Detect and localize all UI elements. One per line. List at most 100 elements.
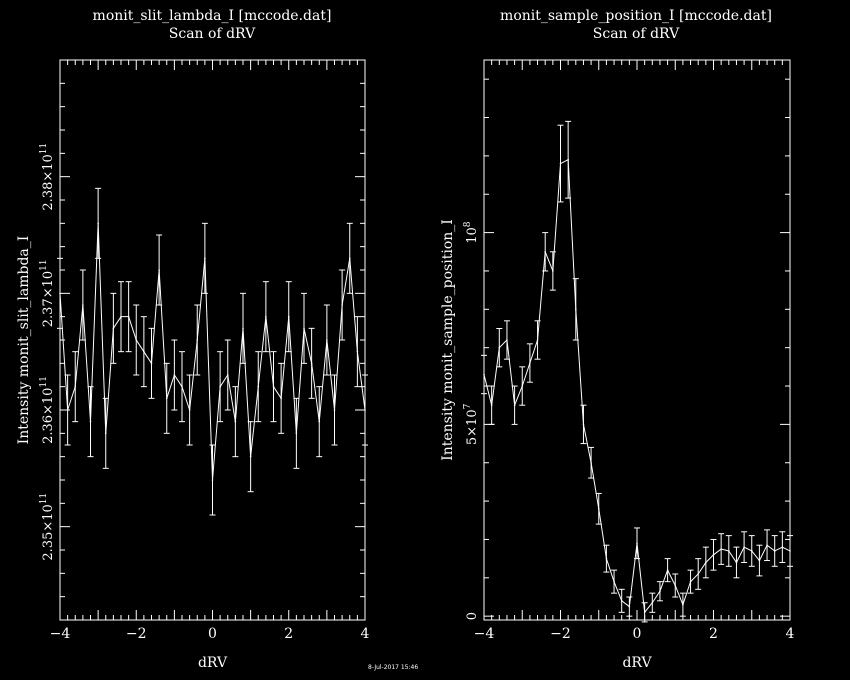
data-point	[89, 420, 92, 423]
x-tick-label: 0	[633, 626, 642, 642]
error-bar	[764, 529, 771, 562]
error-bar	[588, 446, 595, 479]
data-point	[789, 550, 791, 552]
x-tick-label: −4	[50, 626, 71, 642]
data-point	[636, 542, 638, 545]
x-tick-label: 4	[361, 626, 370, 642]
data-point	[567, 158, 569, 161]
error-bar	[503, 320, 510, 360]
data-point	[620, 600, 623, 602]
data-point	[682, 603, 684, 606]
error-bar	[339, 269, 346, 341]
error-bar	[79, 269, 86, 341]
error-bar	[346, 222, 353, 294]
data-point	[506, 339, 508, 341]
error-bar	[748, 535, 755, 567]
error-bar	[217, 351, 224, 423]
error-bar	[695, 558, 702, 590]
error-bar	[224, 339, 231, 411]
data-point	[689, 580, 692, 583]
data-point	[150, 362, 153, 365]
data-point	[544, 250, 546, 253]
error-bar	[163, 362, 170, 434]
data-point	[605, 557, 608, 560]
error-bar	[171, 339, 178, 411]
error-bar	[278, 362, 285, 434]
data-point	[735, 561, 738, 564]
y-tick-label: 2.38×1011	[39, 143, 56, 211]
chart-panel-2: monit_sample_position_I [mccode.dat] Scan…	[440, 8, 795, 671]
data-point	[310, 362, 313, 365]
error-bar	[186, 374, 193, 446]
data-point	[613, 580, 615, 583]
data-point	[333, 409, 336, 411]
error-bar	[534, 320, 541, 360]
data-point	[242, 327, 244, 330]
error-bar	[649, 592, 656, 613]
error-bar	[779, 531, 786, 563]
error-bar	[87, 386, 94, 458]
error-bar	[488, 385, 495, 425]
error-bar	[519, 366, 526, 406]
data-point	[766, 544, 768, 547]
data-point	[135, 339, 138, 341]
data-point	[651, 601, 654, 604]
error-bar	[156, 234, 163, 306]
error-bar	[255, 351, 262, 423]
error-bar	[308, 327, 315, 399]
data-point	[318, 420, 321, 423]
error-bar	[354, 316, 361, 388]
error-bar	[756, 544, 763, 577]
y-tick-label: 5×107	[463, 403, 480, 445]
data-point	[364, 409, 366, 411]
error-bar	[702, 546, 709, 579]
error-bar	[611, 569, 618, 594]
error-bar	[580, 404, 587, 445]
data-point	[272, 385, 275, 388]
error-bar	[626, 596, 633, 617]
error-bar	[656, 581, 663, 602]
data-point	[82, 304, 84, 306]
error-bar	[710, 538, 717, 571]
data-point	[265, 315, 267, 318]
data-point	[196, 339, 199, 341]
chart-subtitle: Scan of dRV	[169, 26, 256, 42]
data-point	[204, 257, 206, 260]
x-tick-label: 2	[284, 626, 293, 642]
chart-title: monit_slit_lambda_I [mccode.dat]	[93, 8, 332, 24]
data-point	[74, 385, 77, 388]
error-bar	[262, 281, 269, 353]
y-tick-label: 2.36×1011	[39, 376, 56, 444]
error-bar	[733, 546, 740, 579]
error-bar	[787, 535, 793, 567]
error-bar	[247, 421, 254, 493]
error-bar	[209, 444, 216, 516]
x-tick-label: 0	[208, 626, 217, 642]
data-point	[758, 559, 761, 562]
data-point	[287, 315, 290, 318]
data-point	[705, 561, 707, 564]
data-point	[97, 222, 99, 225]
data-point	[181, 385, 183, 388]
error-bar	[511, 385, 518, 425]
x-tick-label: −4	[474, 626, 495, 642]
data-point	[750, 550, 753, 552]
data-point	[219, 385, 221, 388]
chart-subtitle: Scan of dRV	[593, 26, 680, 42]
x-tick-label: −2	[126, 626, 147, 642]
data-point	[173, 374, 176, 376]
x-tick-label: 2	[709, 626, 718, 642]
error-bar	[125, 281, 132, 353]
error-bar	[95, 187, 102, 259]
chart-panel-1: monit_slit_lambda_I [mccode.dat] Scan of …	[16, 8, 370, 671]
error-bar	[725, 535, 732, 567]
error-bar	[316, 386, 323, 458]
error-bar	[603, 544, 610, 573]
error-bar	[549, 251, 556, 291]
error-bar	[323, 304, 330, 376]
error-bar	[634, 527, 640, 560]
error-bar	[664, 558, 671, 583]
error-bar	[285, 281, 292, 353]
error-bar	[565, 120, 572, 199]
error-bar	[481, 354, 487, 395]
